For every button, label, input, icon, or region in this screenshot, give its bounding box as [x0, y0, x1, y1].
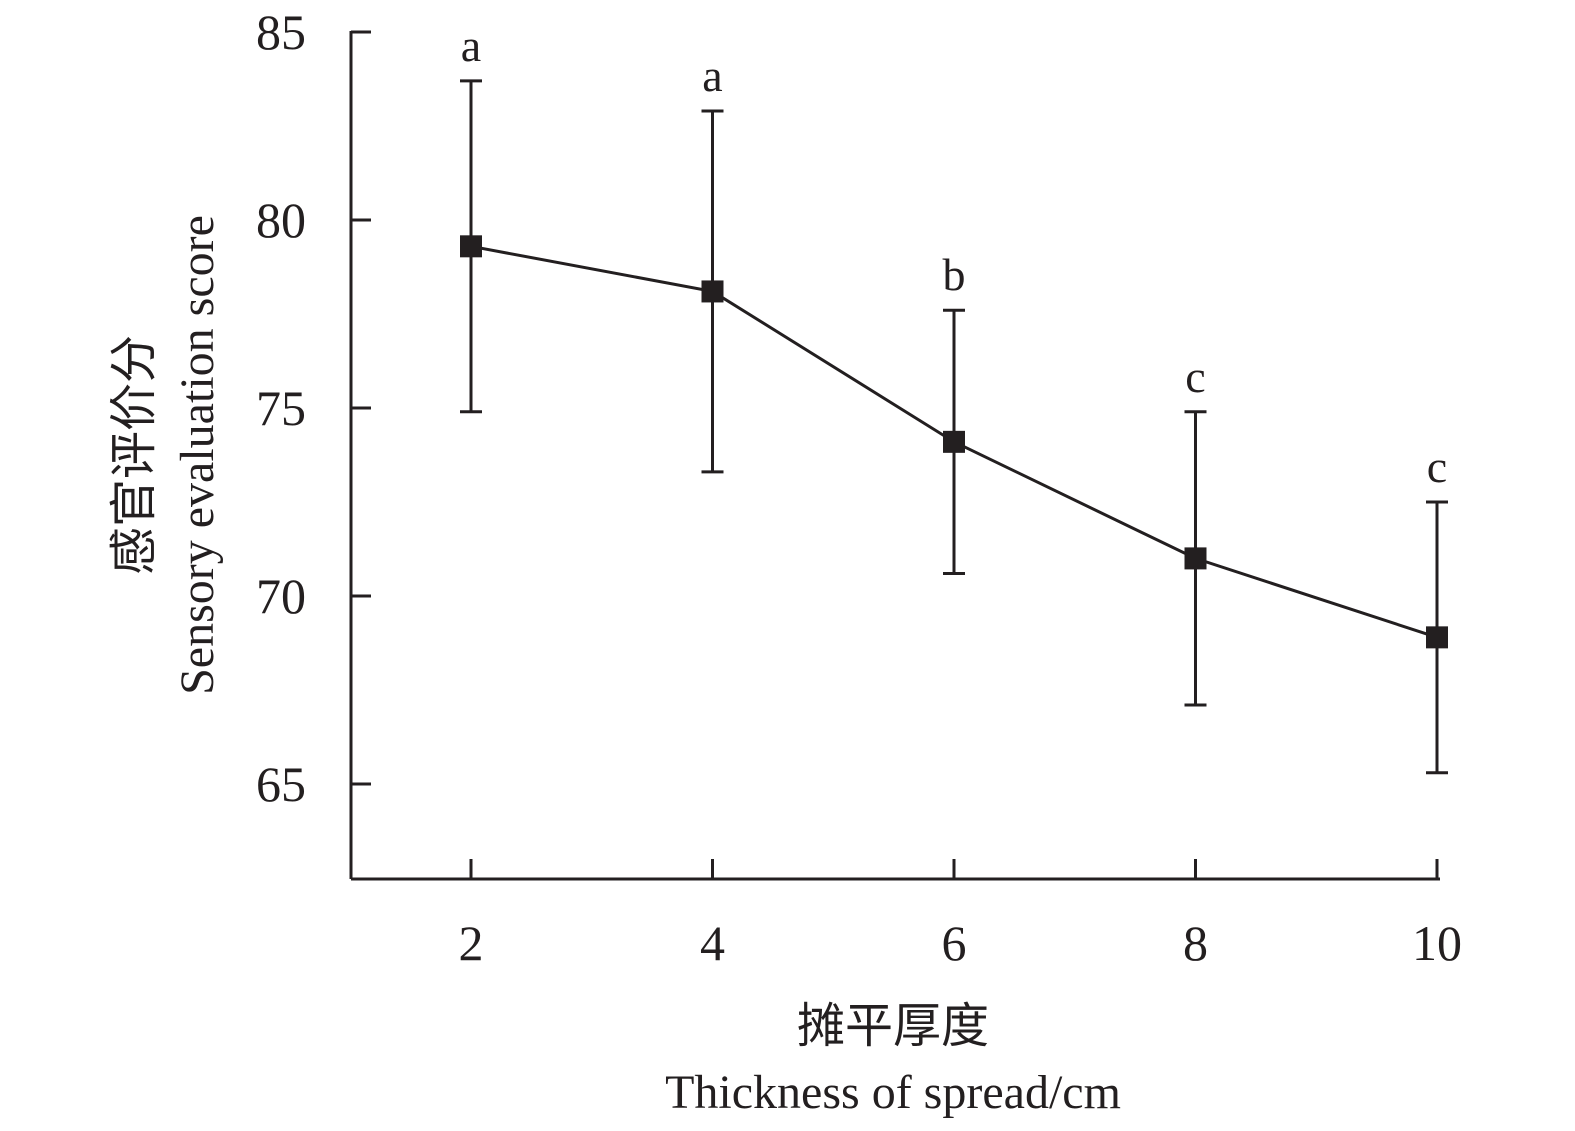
data-point	[1426, 626, 1448, 649]
y-axis-title-en: Sensory evaluation score	[171, 215, 224, 695]
data-point	[460, 235, 482, 258]
significance-label: b	[943, 249, 966, 300]
x-axis-title-en: Thickness of spread/cm	[665, 1066, 1121, 1119]
x-axis-title-cn: 摊平厚度	[797, 1000, 989, 1053]
error-bars	[460, 79, 1448, 775]
data-point	[943, 430, 965, 453]
data-series	[460, 235, 1448, 649]
significance-labels: a a b c c	[461, 20, 1447, 492]
x-tick-label: 2	[459, 915, 484, 971]
x-tick-label: 10	[1412, 915, 1462, 971]
x-tick-label: 4	[700, 915, 725, 971]
axes	[349, 31, 1440, 881]
x-tick-label: 6	[942, 915, 967, 971]
y-tick-label: 70	[256, 568, 306, 624]
x-tick-label: 8	[1183, 915, 1208, 971]
y-tick-label: 75	[256, 380, 306, 436]
y-axis-ticks: 65 70 75 80 85	[256, 4, 371, 812]
y-tick-label: 65	[256, 756, 306, 812]
y-axis-title-cn: 感官评价分	[108, 335, 161, 575]
y-tick-label: 85	[256, 4, 306, 60]
y-tick-label: 80	[256, 192, 306, 248]
data-point	[701, 280, 724, 303]
significance-label: a	[702, 50, 722, 101]
x-axis-ticks: 2 4 6 8 10	[459, 859, 1462, 971]
significance-label: c	[1185, 351, 1205, 402]
significance-label: a	[461, 20, 481, 71]
significance-label: c	[1427, 441, 1447, 492]
data-point	[1184, 547, 1207, 570]
